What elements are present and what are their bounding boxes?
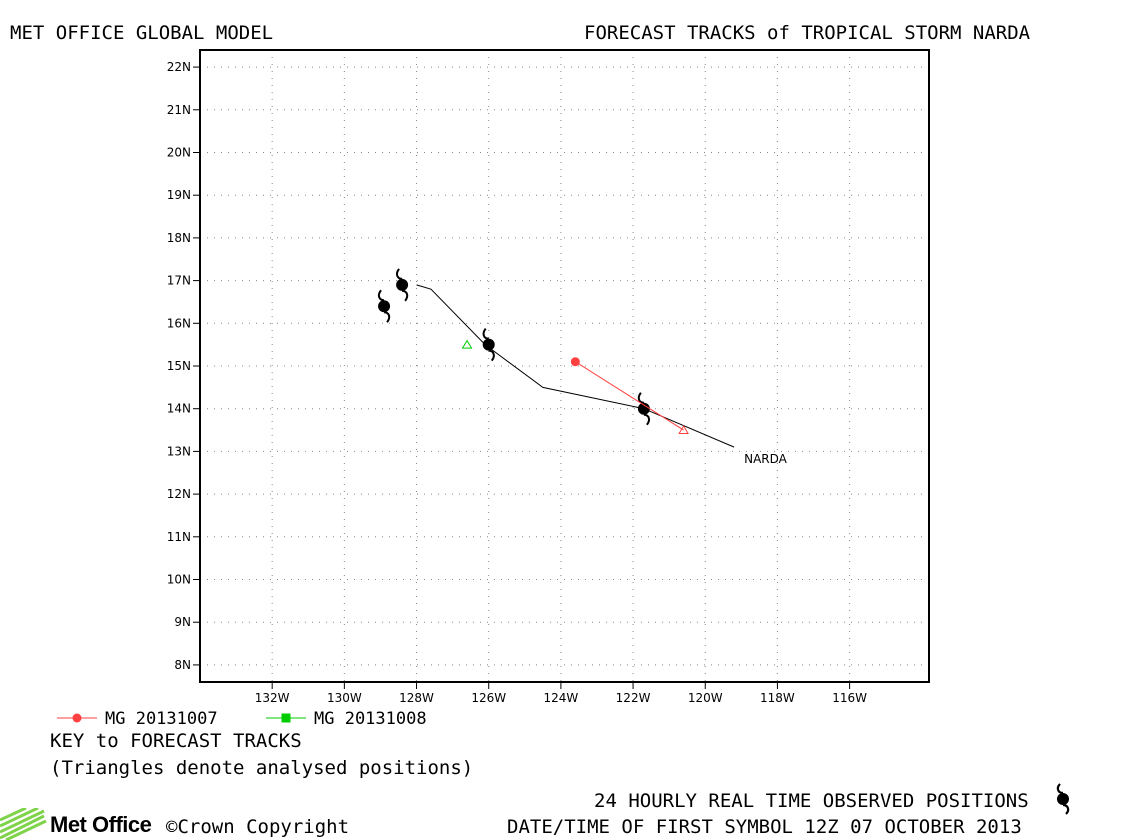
- tick-label-y: 18N: [167, 231, 191, 245]
- met-office-brand: Met Office: [50, 812, 152, 837]
- legend: MG 20131007 MG 20131008: [57, 709, 427, 729]
- first-symbol-datetime: DATE/TIME OF FIRST SYMBOL 12Z 07 OCTOBER…: [507, 816, 1022, 838]
- legend-marker: [281, 713, 291, 723]
- legend-marker: [72, 713, 82, 723]
- key-title: KEY to FORECAST TRACKS: [50, 730, 302, 752]
- tick-label-x: 124W: [544, 691, 579, 705]
- hurricane-symbol-icon: [482, 328, 495, 362]
- header-model-title: MET OFFICE GLOBAL MODEL: [10, 22, 274, 44]
- hurricane-symbol-icon: [377, 289, 391, 323]
- met-office-logo-icon: [0, 808, 47, 840]
- tick-label-y: 15N: [167, 359, 191, 373]
- observed-positions-label: 24 HOURLY REAL TIME OBSERVED POSITIONS: [594, 790, 1029, 812]
- tick-label-y: 14N: [167, 402, 191, 416]
- tick-label-y: 12N: [167, 487, 191, 501]
- tick-label-y: 16N: [167, 316, 191, 330]
- track-line: [575, 361, 684, 431]
- track-line: [416, 284, 735, 448]
- analysed-position-marker: [461, 339, 473, 349]
- tick-label-y: 20N: [167, 145, 191, 159]
- key-note: (Triangles denote analysed positions): [50, 757, 474, 779]
- tick-label-x: 132W: [255, 691, 290, 705]
- tick-label-x: 122W: [616, 691, 651, 705]
- plot-frame: [199, 49, 930, 683]
- tick-label-x: 120W: [688, 691, 723, 705]
- grid: [200, 50, 929, 682]
- hurricane-symbol-icon: [395, 268, 409, 302]
- storm-name-label: NARDA: [744, 452, 788, 466]
- ticks: 132W 130W 128W 126W 124W 122W 120W 118W 116W 8N 9N…: [167, 60, 867, 705]
- tick-label-y: 9N: [174, 615, 191, 629]
- tick-label-y: 13N: [167, 444, 191, 458]
- tracks: NARDA: [377, 268, 788, 466]
- tick-label-y: 8N: [174, 658, 191, 672]
- tick-label-x: 128W: [399, 691, 434, 705]
- tick-label-y: 22N: [167, 60, 191, 74]
- tick-label-y: 19N: [167, 188, 191, 202]
- legend-label: MG 20131008: [314, 709, 427, 729]
- legend-label: MG 20131007: [105, 709, 218, 729]
- forecast-end-marker: [570, 357, 580, 367]
- hurricane-symbol-icon: [1056, 783, 1070, 815]
- tick-label-x: 118W: [760, 691, 795, 705]
- tick-label-y: 21N: [167, 103, 191, 117]
- crown-copyright: ©Crown Copyright: [166, 816, 350, 838]
- tick-label-x: 126W: [471, 691, 506, 705]
- tick-label-y: 17N: [167, 274, 191, 288]
- tick-label-y: 10N: [167, 573, 191, 587]
- tick-label-x: 116W: [832, 691, 867, 705]
- analysed-position-marker: [678, 425, 689, 435]
- tick-label-x: 130W: [327, 691, 362, 705]
- header-chart-title: FORECAST TRACKS of TROPICAL STORM NARDA: [584, 22, 1031, 44]
- hurricane-symbol-icon: [637, 392, 651, 426]
- tick-label-y: 11N: [167, 530, 191, 544]
